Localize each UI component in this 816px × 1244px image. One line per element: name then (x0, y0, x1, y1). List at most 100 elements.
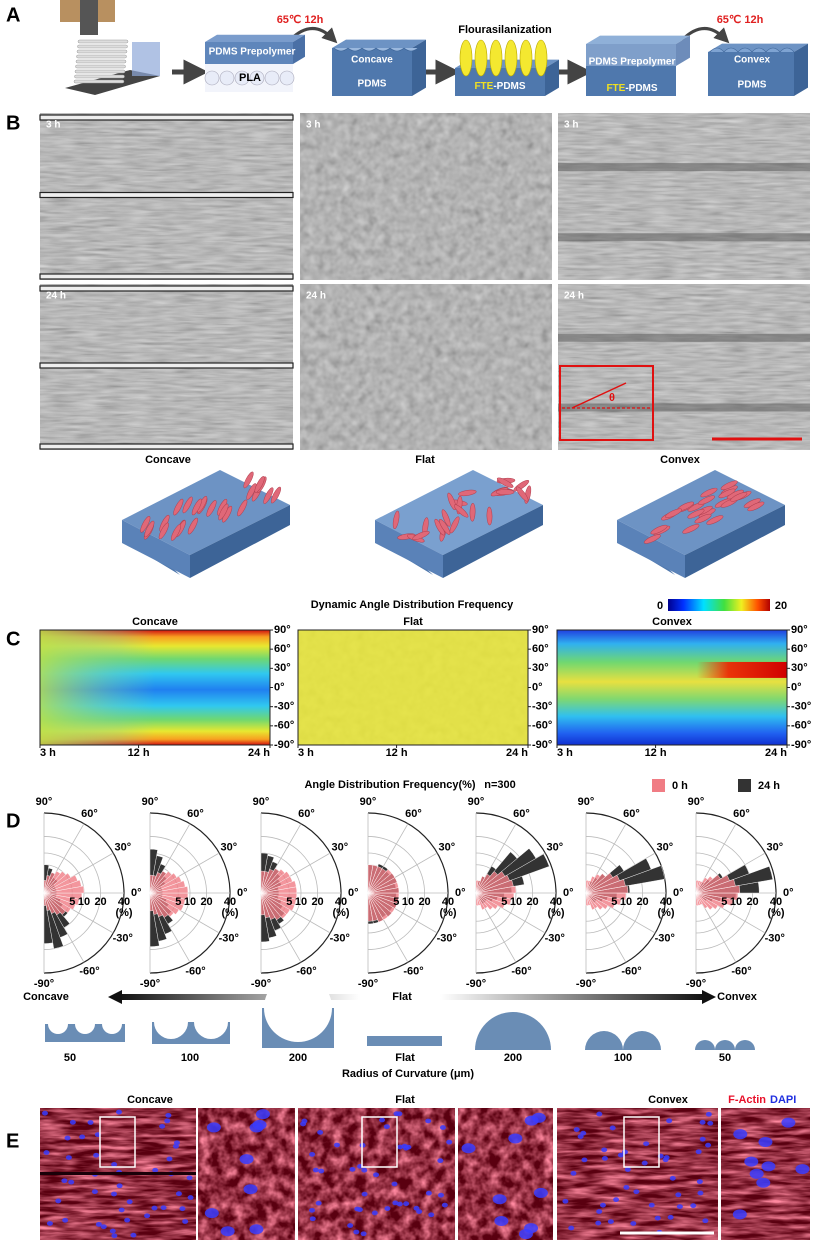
nucleus (437, 1192, 444, 1198)
cell (458, 489, 477, 497)
arrow-head (702, 990, 716, 1004)
heatmap-title: Concave (132, 616, 178, 628)
nucleus (416, 1209, 423, 1214)
groove-edge (39, 114, 294, 121)
angle-label: 0° (237, 887, 248, 899)
rose-bar-0h (43, 880, 47, 894)
panel-title: Dynamic Angle Distribution Frequency (311, 599, 514, 611)
block-end (375, 520, 443, 578)
nucleus (446, 1139, 453, 1145)
legend-label: 0 h (672, 780, 688, 792)
nucleus (391, 1181, 398, 1187)
rose-bar-0h (43, 875, 51, 894)
ridge-band (558, 333, 810, 342)
nucleus (601, 1155, 608, 1161)
heatmap-texture (298, 630, 528, 745)
nucleus (613, 1197, 620, 1203)
radial-tick-label: 5 (69, 896, 75, 908)
nucleus (654, 1215, 661, 1221)
rose-chart: 90° 60° 30° 0° -30° -60° -90° 5 10 20 40(%) (466, 796, 574, 990)
nucleus (371, 1210, 378, 1216)
radius-label: 200 (504, 1052, 522, 1064)
cell (706, 515, 724, 525)
nucleus (705, 1111, 712, 1117)
angle-label: 60° (623, 808, 640, 820)
block-front (332, 48, 412, 96)
pla-fiber (249, 70, 265, 86)
angle-label: -90° (251, 978, 271, 990)
radial-tick-label: 20 (636, 896, 648, 908)
nucleus (87, 1120, 94, 1125)
x-tick-label: 24 h (248, 747, 270, 759)
radial-tick-label: 10 (620, 896, 632, 908)
groove-edge (39, 362, 294, 369)
time-label: 24 h (564, 291, 584, 302)
nucleus (648, 1202, 655, 1208)
y-tick-label: -60° (791, 720, 811, 732)
cell (486, 506, 493, 526)
rose-bar-0h (43, 870, 61, 894)
nucleus (607, 1219, 614, 1225)
angle-label: -60° (185, 966, 205, 978)
nucleus (428, 1212, 435, 1218)
condition: 65℃ 12h (277, 14, 324, 26)
printer-nozzle (80, 0, 98, 35)
shape (367, 1036, 442, 1046)
angle-label: 30° (220, 841, 237, 853)
nucleus (383, 1124, 390, 1130)
groove (403, 47, 419, 52)
y-tick-label: -30° (532, 701, 552, 713)
block-end (122, 520, 190, 578)
colorbar (668, 599, 770, 611)
panel-label: E (6, 1130, 19, 1152)
rose-bar-0h (585, 873, 601, 894)
filament (75, 64, 126, 69)
block-front (455, 68, 545, 96)
nucleus (62, 1217, 69, 1223)
x-tick-label: 24 h (765, 747, 787, 759)
block-side (685, 505, 785, 578)
nucleus (749, 1168, 764, 1179)
rose-bar-0h (475, 874, 510, 894)
rose-bar-0h (260, 870, 266, 894)
cell (682, 524, 700, 534)
cell (254, 476, 265, 493)
ridge (751, 47, 767, 53)
ridge (723, 47, 739, 53)
colorbar-label: 20 (775, 600, 787, 612)
angle-label: -90° (576, 978, 596, 990)
radial-tick-label: 5 (393, 896, 399, 908)
heatmap (557, 630, 787, 745)
nucleus (175, 1191, 182, 1197)
colorbar-label: 0 (657, 600, 663, 612)
cell (243, 471, 254, 489)
radial-tick-label: 20 (418, 896, 430, 908)
angle-label: -60° (296, 966, 316, 978)
rose-bar-0h (260, 871, 291, 894)
nucleus (361, 1167, 368, 1173)
block-side (794, 43, 808, 96)
cell (263, 487, 274, 504)
cell (665, 508, 683, 518)
groove-edge (39, 443, 294, 450)
radial-tick-label: 5 (721, 896, 727, 908)
nucleus (64, 1135, 71, 1141)
angle-label: 0° (131, 887, 142, 899)
pla-fiber (279, 70, 295, 86)
axis-title: Radius of Curvature (μm) (342, 1068, 474, 1080)
sample-size: n=300 (484, 779, 516, 791)
rose-chart: 90° 60° 30° 0° -30° -60° -90° 5 10 20 40(%) (358, 796, 466, 990)
nucleus (151, 1205, 158, 1211)
nucleus (373, 1172, 380, 1178)
angle-label: 0° (455, 887, 466, 899)
nucleus (164, 1118, 171, 1124)
pla-fiber (204, 70, 220, 86)
nucleus (55, 1198, 62, 1204)
micrograph-texture (300, 284, 552, 450)
block-label: PDMS (738, 80, 767, 91)
y-tick-label: 0° (791, 681, 802, 693)
rose-chart: 90° 60° 30° 0° -30° -60° -90° 5 10 20 40(%) (140, 796, 248, 990)
nucleus (697, 1190, 704, 1196)
radial-tick-label: 40 (118, 896, 130, 908)
radial-tick-label: 20 (200, 896, 212, 908)
